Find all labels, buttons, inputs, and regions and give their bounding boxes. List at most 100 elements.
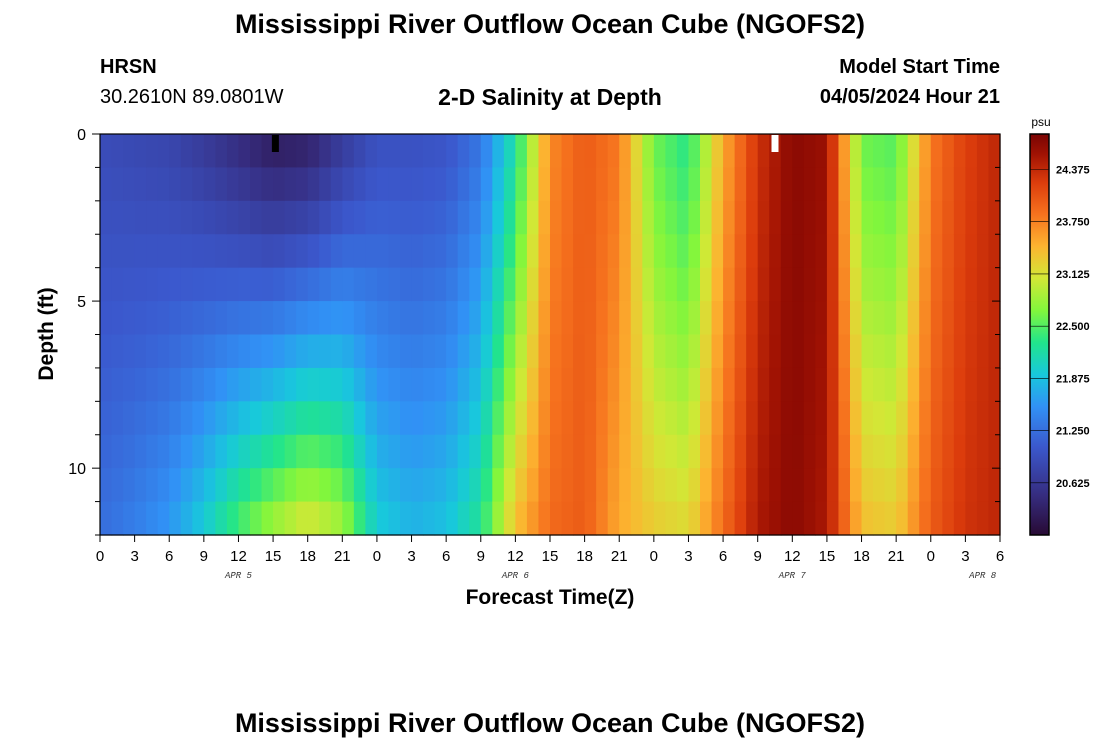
heatmap-cell xyxy=(400,234,413,269)
heatmap-cell xyxy=(850,301,863,336)
heatmap-cell xyxy=(319,301,332,336)
heatmap-cell xyxy=(388,301,401,336)
heatmap-cell xyxy=(942,367,955,402)
heatmap-cell xyxy=(700,301,713,336)
heatmap-cell xyxy=(723,301,736,336)
heatmap-cell xyxy=(423,200,436,235)
heatmap-cell xyxy=(607,367,620,402)
heatmap-cell xyxy=(746,200,759,235)
heatmap-cell xyxy=(469,200,482,235)
heatmap-cell xyxy=(838,401,851,436)
heatmap-cell xyxy=(480,267,493,302)
heatmap-cell xyxy=(111,501,124,536)
heatmap-cell xyxy=(146,501,159,536)
heatmap-cell xyxy=(826,401,840,436)
heatmap-cell xyxy=(896,367,909,402)
heatmap-cell xyxy=(942,234,955,269)
heatmap-cell xyxy=(157,434,170,469)
heatmap-cell xyxy=(619,434,632,469)
heatmap-cell xyxy=(884,234,897,269)
heatmap-cell xyxy=(434,267,447,302)
heatmap-cell xyxy=(642,301,655,336)
heatmap-cell xyxy=(400,200,413,235)
heatmap-cell xyxy=(423,401,436,436)
heatmap-cell xyxy=(100,301,113,336)
heatmap-cell xyxy=(400,468,413,503)
heatmap-cell xyxy=(607,200,620,235)
heatmap-cell xyxy=(561,234,574,269)
heatmap-cell xyxy=(157,334,170,369)
heatmap-cell xyxy=(446,134,459,169)
heatmap-cell xyxy=(896,267,909,302)
heatmap-cell xyxy=(815,134,828,169)
heatmap-cell xyxy=(965,434,978,469)
heatmap-cell xyxy=(561,468,574,503)
heatmap-cell xyxy=(965,334,978,369)
colorbar-tick-label: 21.875 xyxy=(1056,373,1090,385)
heatmap-cell xyxy=(434,501,447,536)
heatmap-cell xyxy=(434,301,447,336)
heatmap-cell xyxy=(446,334,459,369)
heatmap-cell xyxy=(596,434,609,469)
heatmap-cell xyxy=(607,234,620,269)
heatmap-cell xyxy=(388,501,401,536)
heatmap-cell xyxy=(630,434,643,469)
heatmap-cell xyxy=(780,134,793,169)
heatmap-cell xyxy=(573,501,586,536)
heatmap-cell xyxy=(873,267,886,302)
heatmap-cell xyxy=(353,367,366,402)
heatmap-cell xyxy=(238,334,251,369)
heatmap-cell xyxy=(446,367,459,402)
heatmap-cell xyxy=(803,434,816,469)
heatmap-cell xyxy=(492,234,505,269)
heatmap-cell xyxy=(538,334,551,369)
heatmap-cell xyxy=(550,301,563,336)
heatmap-cell xyxy=(226,167,240,202)
heatmap-cell xyxy=(100,401,113,436)
heatmap-cell xyxy=(676,167,690,202)
heatmap-cell xyxy=(423,301,436,336)
heatmap-cell xyxy=(192,301,205,336)
heatmap-cell xyxy=(134,501,147,536)
heatmap-cell xyxy=(803,200,816,235)
x-tick-label: 12 xyxy=(230,548,247,565)
heatmap-cell xyxy=(503,267,516,302)
heatmap-cell xyxy=(953,234,966,269)
heatmap-cell xyxy=(319,267,332,302)
heatmap-cell xyxy=(942,501,955,536)
heatmap-cell xyxy=(988,401,1001,436)
heatmap-cell xyxy=(850,234,863,269)
heatmap-cell xyxy=(423,167,436,202)
heatmap-cell xyxy=(550,200,563,235)
heatmap-cell xyxy=(815,301,828,336)
heatmap-cell xyxy=(273,434,286,469)
heatmap-cell xyxy=(203,501,216,536)
heatmap-cell xyxy=(769,200,782,235)
heatmap-cell xyxy=(538,401,551,436)
heatmap-cell xyxy=(573,301,586,336)
y-tick-label: 5 xyxy=(77,294,86,311)
heatmap-cell xyxy=(261,401,274,436)
heatmap-cell xyxy=(515,167,528,202)
heatmap-cell xyxy=(503,234,516,269)
heatmap-cell xyxy=(111,401,124,436)
heatmap-cell xyxy=(976,134,990,169)
heatmap-cell xyxy=(503,434,516,469)
heatmap-cell xyxy=(250,167,263,202)
heatmap-cell xyxy=(919,401,932,436)
heatmap-cell xyxy=(815,267,828,302)
heatmap-cell xyxy=(342,468,355,503)
heatmap-cell xyxy=(226,267,240,302)
heatmap-cell xyxy=(296,367,309,402)
heatmap-cell xyxy=(619,134,632,169)
x-tick-label: 0 xyxy=(927,548,935,565)
heatmap-cell xyxy=(226,334,240,369)
heatmap-cell xyxy=(180,234,193,269)
heatmap-cell xyxy=(434,401,447,436)
heatmap-cell xyxy=(180,134,193,169)
heatmap-cell xyxy=(630,468,643,503)
heatmap-cell xyxy=(388,401,401,436)
heatmap-cell xyxy=(630,134,643,169)
heatmap-cell xyxy=(919,468,932,503)
heatmap-cell xyxy=(296,468,309,503)
